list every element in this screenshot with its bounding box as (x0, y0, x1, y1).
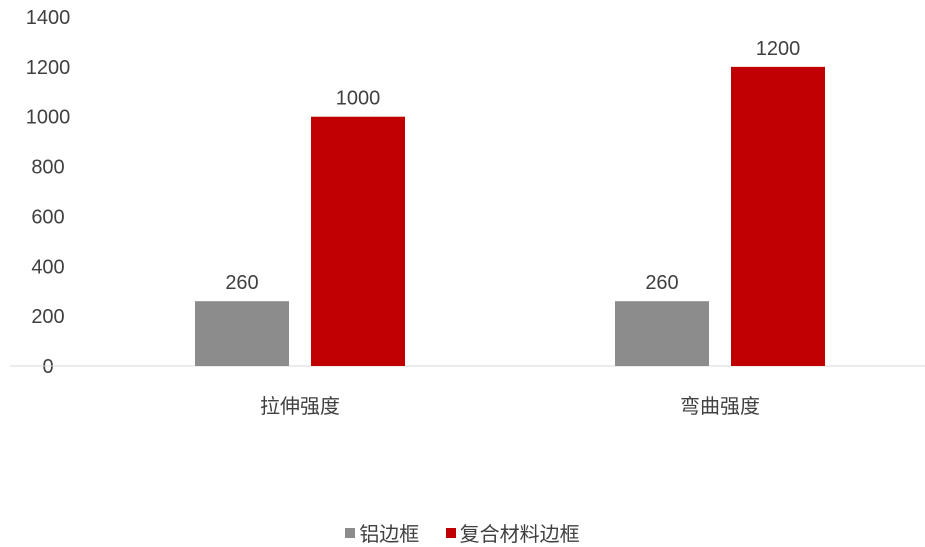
legend-swatch-composite (445, 527, 456, 538)
legend: 铝边框 复合材料边框 (0, 518, 925, 547)
legend-label-aluminum: 铝边框 (359, 522, 420, 546)
y-tick-label: 600 (31, 206, 64, 228)
y-tick-label: 200 (31, 306, 64, 328)
y-tick-label: 800 (31, 157, 64, 179)
y-tick-label: 400 (31, 256, 64, 278)
legend-item-aluminum: 铝边框 (345, 518, 419, 547)
bar-composite-1 (731, 66, 825, 366)
data-label: 260 (225, 272, 258, 294)
legend-label-composite: 复合材料边框 (459, 522, 580, 546)
bar-aluminum-1 (615, 301, 709, 366)
y-tick-label: 1000 (26, 107, 71, 129)
y-tick-label: 1400 (26, 7, 71, 29)
data-label: 260 (645, 272, 678, 294)
legend-item-composite: 复合材料边框 (445, 518, 580, 547)
legend-swatch-aluminum (345, 527, 356, 538)
x-category-label: 拉伸强度 (260, 394, 340, 418)
bar-composite-0 (311, 116, 405, 366)
bar-aluminum-0 (195, 301, 289, 366)
x-category-label: 弯曲强度 (680, 394, 760, 418)
data-label: 1000 (336, 88, 381, 110)
data-label: 1200 (756, 38, 801, 60)
y-tick-label: 1200 (26, 57, 71, 79)
y-tick-label: 0 (42, 356, 53, 378)
